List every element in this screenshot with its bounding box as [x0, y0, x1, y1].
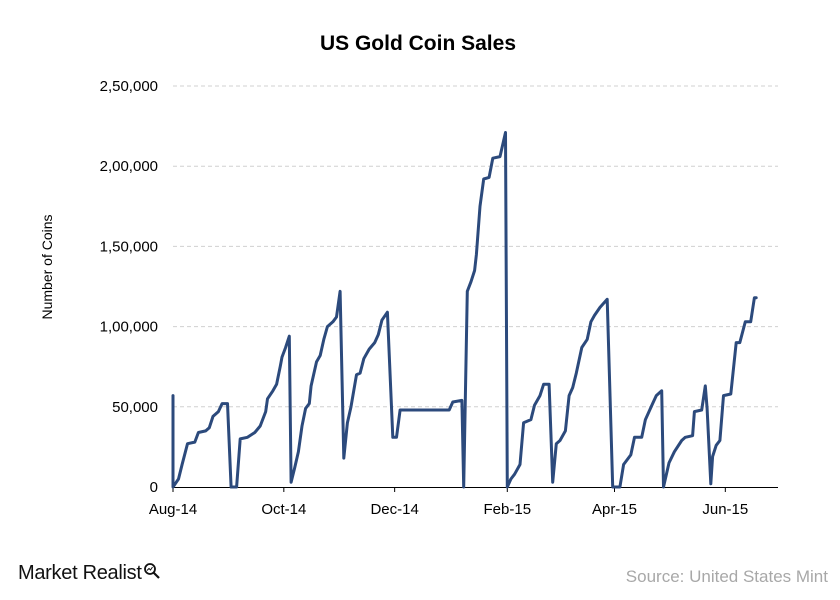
- y-tick-label: 0: [150, 479, 158, 496]
- y-axis-ticks: 0 50,000 1,00,000 1,50,000 2,00,000 2,50,000: [100, 78, 158, 496]
- x-tick-label: Oct-14: [261, 501, 306, 518]
- y-axis-title: Number of Coins: [39, 214, 55, 319]
- series-layer: [171, 131, 758, 489]
- source-note: Source: United States Mint: [625, 567, 828, 586]
- y-tick-label: 50,000: [112, 399, 158, 416]
- brand-logo: Market Realist: [18, 562, 161, 586]
- series-line: [171, 131, 758, 489]
- y-tick-label: 2,50,000: [100, 78, 158, 95]
- y-tick-label: 1,50,000: [100, 238, 158, 255]
- y-tick-label: 2,00,000: [100, 158, 158, 175]
- x-tick-label: Feb-15: [484, 501, 532, 518]
- x-tick-label: Dec-14: [370, 501, 418, 518]
- x-axis-ticks: Aug-14 Oct-14 Dec-14 Feb-15 Apr-15 Jun-15: [149, 487, 748, 518]
- chart-title: US Gold Coin Sales: [320, 32, 516, 55]
- magnifier-chart-icon: [143, 562, 161, 586]
- x-tick-label: Aug-14: [149, 501, 197, 518]
- line-chart: US Gold Coin Sales 0 50,000 1,00,000 1,50,0…: [39, 32, 778, 518]
- y-tick-label: 1,00,000: [100, 319, 158, 336]
- brand-name: Market Realist: [18, 562, 142, 584]
- x-tick-label: Jun-15: [702, 501, 748, 518]
- x-tick-label: Apr-15: [592, 501, 637, 518]
